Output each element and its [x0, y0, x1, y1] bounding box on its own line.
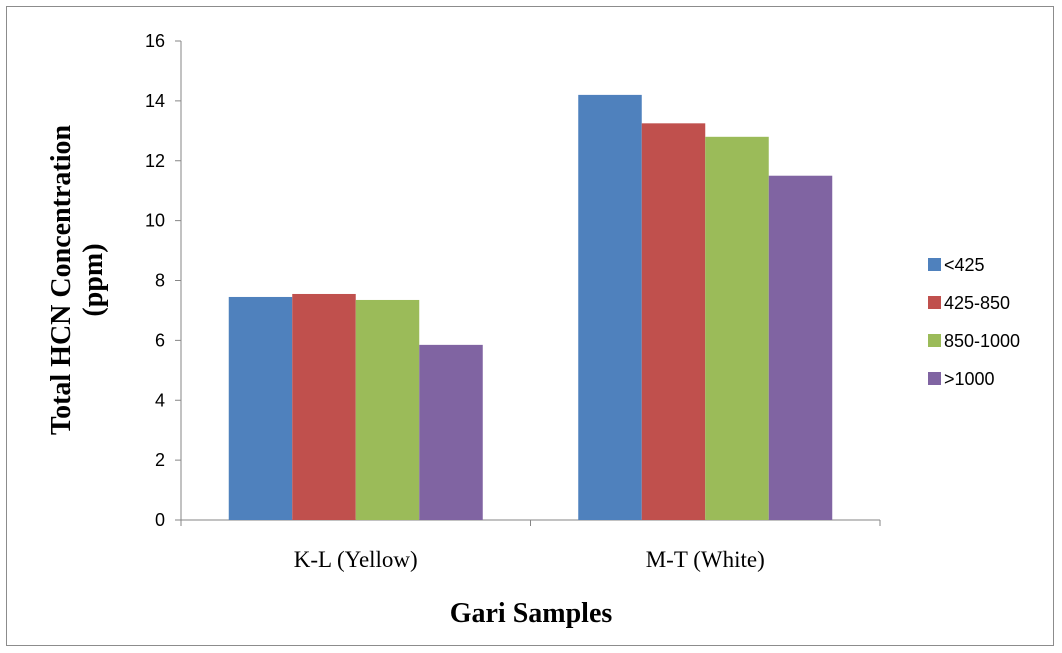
y-tick-label: 16 [145, 31, 165, 51]
bar [228, 296, 293, 520]
y-tick-labels: 0 2 4 6 8 10 12 14 16 [145, 31, 165, 530]
legend-label: <425 [944, 255, 985, 275]
x-category-label: M-T (White) [646, 547, 765, 572]
bar [419, 344, 483, 520]
x-axis-title: Gari Samples [450, 598, 613, 629]
bar [355, 299, 420, 520]
legend-swatch [928, 296, 941, 309]
x-category-label: K-L (Yellow) [294, 547, 418, 572]
y-tick-label: 12 [145, 151, 165, 171]
legend-label: 850-1000 [944, 331, 1020, 351]
bar [705, 136, 769, 521]
legend-swatch [928, 258, 941, 271]
y-tick-label: 4 [155, 390, 165, 410]
bars [228, 94, 833, 521]
legend: <425 425-850 850-1000 >1000 [928, 255, 1020, 389]
legend-label: >1000 [944, 369, 995, 389]
y-tick-label: 10 [145, 211, 165, 231]
y-tick-label: 2 [155, 450, 165, 470]
y-axis-title-line-1: Total HCN Concentration [46, 125, 77, 436]
bar [641, 123, 706, 520]
y-tick-label: 8 [155, 271, 165, 291]
legend-swatch [928, 334, 941, 347]
y-axis-title: Total HCN Concentration (ppm) [46, 125, 109, 436]
y-tick-label: 6 [155, 330, 165, 350]
y-tick-label: 14 [145, 91, 165, 111]
bar [578, 94, 642, 520]
bar [768, 175, 833, 520]
y-axis-title-line-2: (ppm) [78, 243, 109, 316]
legend-swatch [928, 372, 941, 385]
y-tick-label: 0 [155, 510, 165, 530]
bar [292, 293, 356, 520]
x-category-labels: K-L (Yellow) M-T (White) [294, 547, 765, 572]
legend-label: 425-850 [944, 293, 1010, 313]
